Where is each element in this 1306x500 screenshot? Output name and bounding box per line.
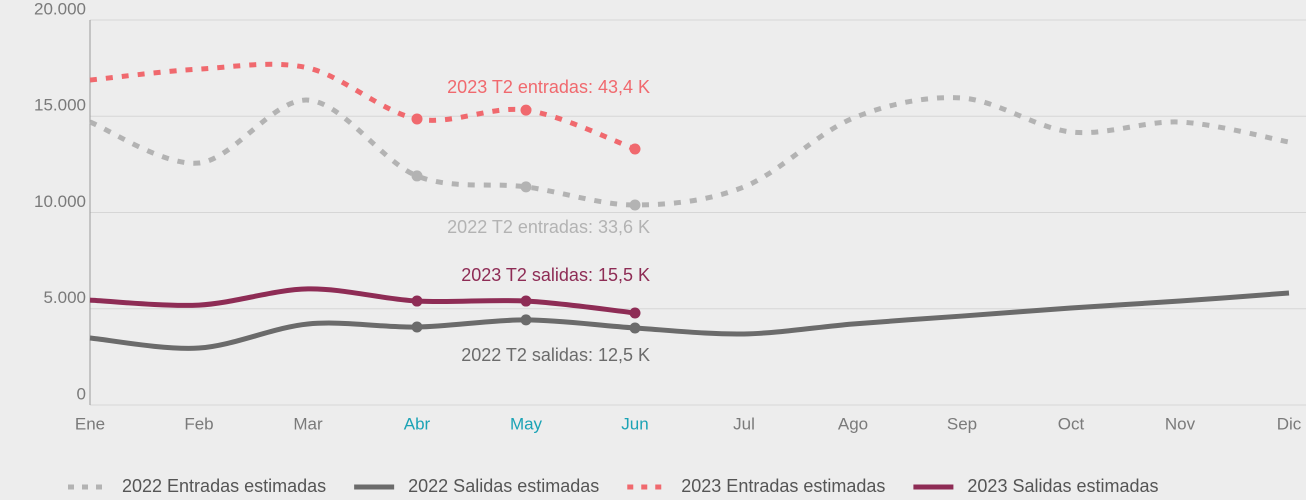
annotation: 2023 T2 salidas: 15,5 K [461, 265, 650, 285]
marker [520, 181, 532, 193]
y-tick-label: 10.000 [34, 192, 86, 211]
legend-label: 2023 Salidas estimadas [967, 476, 1158, 496]
legend-label: 2022 Salidas estimadas [408, 476, 599, 496]
marker [629, 199, 641, 211]
marker [411, 321, 423, 333]
x-tick-label: Oct [1058, 414, 1085, 433]
annotation: 2022 T2 salidas: 12,5 K [461, 345, 650, 365]
annotation: 2023 T2 entradas: 43,4 K [447, 77, 650, 97]
marker [520, 104, 532, 116]
x-tick-label: Jun [621, 414, 648, 433]
x-tick-label: Ene [75, 414, 105, 433]
marker [520, 314, 532, 326]
y-tick-label: 15.000 [34, 96, 86, 115]
x-tick-label: Dic [1277, 414, 1302, 433]
series-line [89, 290, 1290, 351]
x-tick-label: Mar [293, 414, 323, 433]
marker [411, 170, 423, 182]
x-tick-label: Nov [1165, 414, 1196, 433]
x-tick-label: Abr [404, 414, 431, 433]
series-line [89, 61, 636, 152]
x-tick-label: May [510, 414, 543, 433]
marker [629, 322, 641, 334]
series-line [89, 286, 636, 316]
marker [629, 143, 641, 155]
marker [411, 295, 423, 307]
y-tick-label: 5.000 [43, 288, 86, 307]
marker [520, 295, 532, 307]
x-tick-label: Sep [947, 414, 977, 433]
x-tick-label: Feb [184, 414, 213, 433]
legend-label: 2023 Entradas estimadas [681, 476, 885, 496]
legend-label: 2022 Entradas estimadas [122, 476, 326, 496]
y-tick-label: 0 [77, 384, 86, 403]
x-tick-label: Ago [838, 414, 868, 433]
series-line [89, 95, 1290, 208]
marker [411, 113, 423, 125]
x-tick-label: Jul [733, 414, 755, 433]
annotation: 2022 T2 entradas: 33,6 K [447, 217, 650, 237]
y-tick-label: 20.000 [34, 0, 86, 18]
marker [629, 307, 641, 319]
